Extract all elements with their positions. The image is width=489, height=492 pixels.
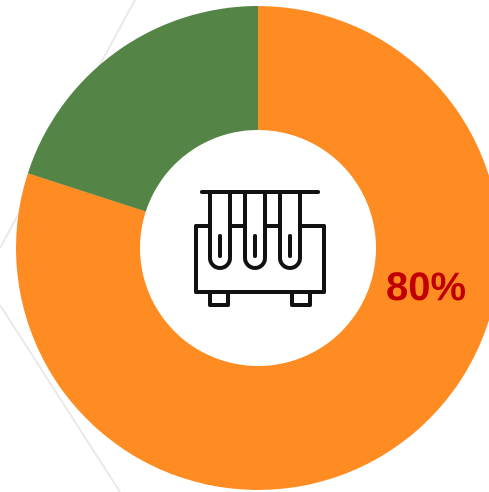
slice-data-label: 80% [386,265,466,309]
test-tubes-rack-icon [194,190,326,307]
donut-hole [140,130,376,366]
